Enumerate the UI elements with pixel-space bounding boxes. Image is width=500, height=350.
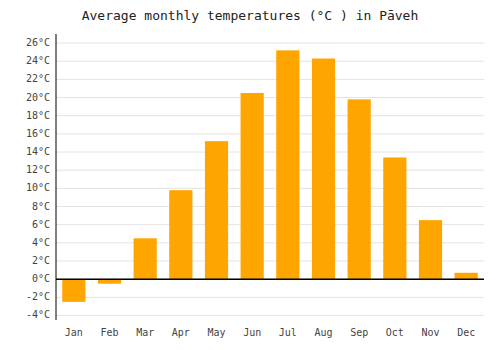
zero-line <box>56 278 484 280</box>
bar <box>348 99 371 279</box>
grid-line <box>56 133 484 134</box>
y-tick-label: 14°C <box>26 146 50 157</box>
y-tick-label: 20°C <box>26 92 50 103</box>
y-tick-labels: -4°C -2°C 0°C 2°C 4°C 6°C 8°C 10°C 12°C 14°C 16°C 1… <box>26 37 50 320</box>
y-tick-label: 24°C <box>26 55 50 66</box>
grid-line <box>56 315 484 316</box>
x-tick-label: Aug <box>314 327 332 338</box>
y-tick-label: 4°C <box>32 237 50 248</box>
x-tick-label: Oct <box>386 327 404 338</box>
x-tick-labels: Jan Feb Mar Apr May Jun Jul Aug Sep Oct Nov Dec <box>65 327 475 338</box>
y-tick-label: 8°C <box>32 201 50 212</box>
grid-line <box>56 115 484 116</box>
grid-line <box>56 79 484 80</box>
y-tick-label: 16°C <box>26 128 50 139</box>
y-tick-label: -4°C <box>26 309 50 320</box>
y-tick-label: 22°C <box>26 73 50 84</box>
x-tick-label: Sep <box>350 327 368 338</box>
y-tick-label: 0°C <box>32 273 50 284</box>
x-tick-label: Jun <box>243 327 261 338</box>
grid-line <box>56 188 484 189</box>
x-tick-label: Nov <box>421 327 439 338</box>
x-tick-label: Dec <box>457 327 475 338</box>
bar <box>312 59 335 280</box>
grid-line <box>56 43 484 44</box>
chart: Average monthly temperatures (°C ) in Pā… <box>0 0 500 350</box>
y-tick-label: -2°C <box>26 291 50 302</box>
y-tick-label: 18°C <box>26 110 50 121</box>
grid-line <box>56 61 484 62</box>
grid-line <box>56 206 484 207</box>
bar <box>419 220 442 279</box>
x-tick-label: Mar <box>136 327 154 338</box>
title: Average monthly temperatures (°C ) in Pā… <box>82 8 419 23</box>
bar <box>134 238 157 279</box>
grid <box>56 43 484 315</box>
x-tick-label: Jan <box>65 327 83 338</box>
x-tick-label: May <box>207 327 225 338</box>
y-tick-label: 2°C <box>32 255 50 266</box>
bar <box>455 273 478 279</box>
bar <box>169 190 192 279</box>
grid-line <box>56 97 484 98</box>
y-tick-label: 26°C <box>26 37 50 48</box>
y-tick-label: 10°C <box>26 182 50 193</box>
bars <box>62 50 478 301</box>
bar <box>241 93 264 279</box>
x-tick-label: Jul <box>279 327 297 338</box>
bar <box>205 141 228 279</box>
y-tick-label: 6°C <box>32 219 50 230</box>
x-tick-label: Apr <box>172 327 190 338</box>
x-tick-label: Feb <box>100 327 118 338</box>
chart-container: Average monthly temperatures (°C ) in Pā… <box>0 0 500 350</box>
grid-line <box>56 170 484 171</box>
grid-line <box>56 279 484 280</box>
grid-line <box>56 152 484 153</box>
bar <box>383 157 406 279</box>
grid-line <box>56 297 484 298</box>
y-axis-line <box>56 34 57 320</box>
y-tick-label: 12°C <box>26 164 50 175</box>
bar <box>62 279 85 302</box>
bar <box>276 50 299 279</box>
